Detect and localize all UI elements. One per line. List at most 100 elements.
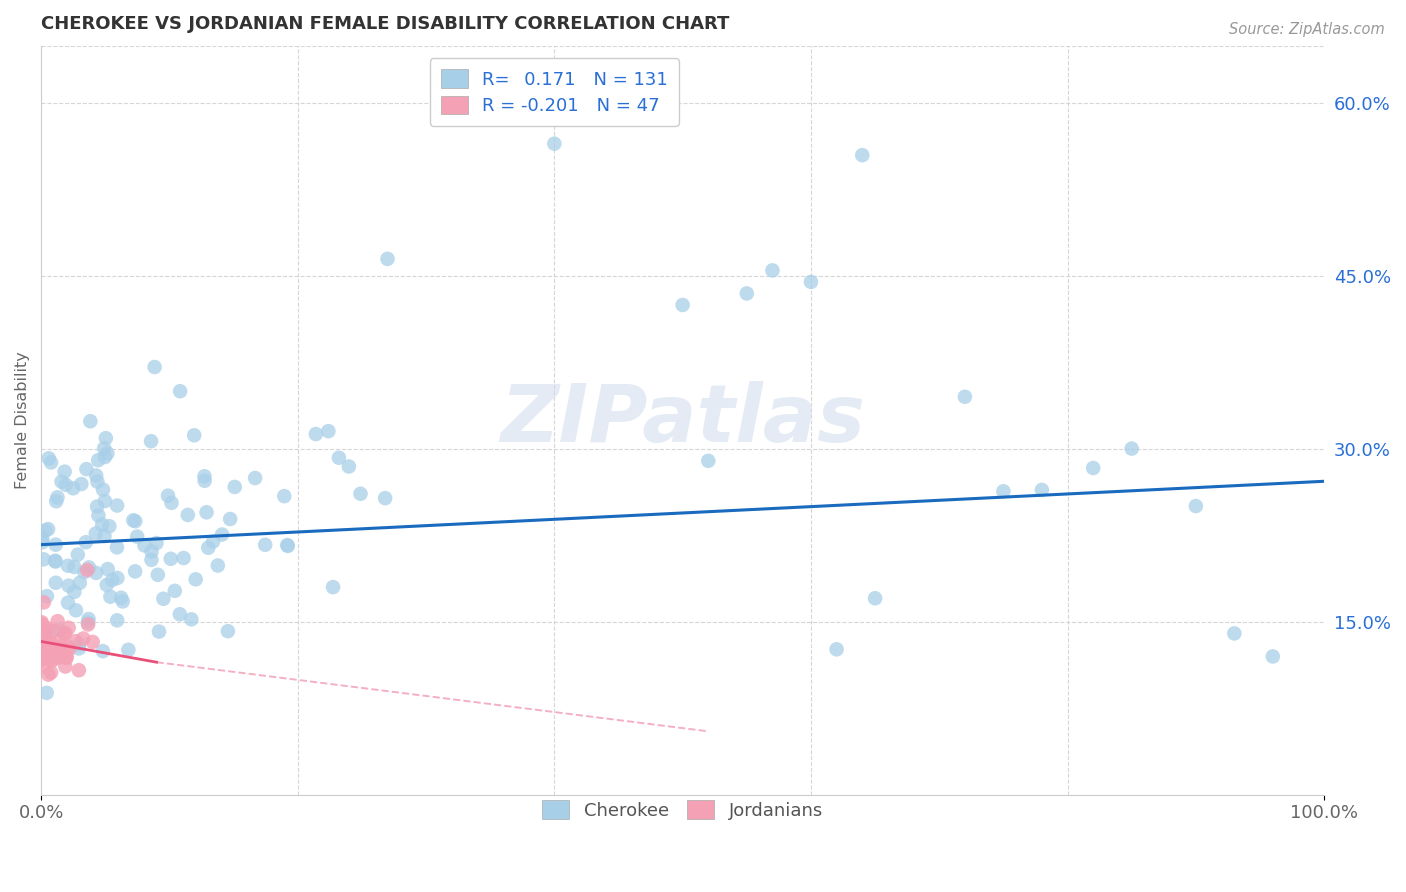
Point	[148, 624, 170, 639]
Point	[93, 442, 115, 456]
Point	[1185, 499, 1208, 513]
Point	[76, 563, 98, 577]
Point	[94, 431, 117, 445]
Point	[58, 621, 80, 635]
Point	[77, 617, 100, 632]
Point	[31, 531, 53, 545]
Text: ZIPatlas: ZIPatlas	[501, 381, 865, 459]
Point	[32, 595, 55, 609]
Point	[122, 513, 145, 527]
Point	[87, 508, 110, 523]
Point	[37, 522, 59, 536]
Point	[34, 632, 56, 647]
Point	[53, 626, 76, 640]
Point	[32, 552, 55, 566]
Point	[72, 632, 94, 646]
Point	[825, 642, 848, 657]
Point	[34, 643, 56, 657]
Point	[63, 585, 86, 599]
Point	[31, 616, 53, 631]
Point	[672, 298, 695, 312]
Point	[851, 148, 873, 162]
Point	[56, 558, 79, 573]
Point	[735, 286, 758, 301]
Point	[1121, 442, 1143, 456]
Point	[207, 558, 229, 573]
Point	[86, 475, 108, 489]
Point	[77, 612, 100, 626]
Point	[156, 489, 179, 503]
Point	[51, 647, 73, 661]
Point	[87, 453, 110, 467]
Point	[1031, 483, 1053, 497]
Point	[224, 480, 246, 494]
Point	[41, 645, 63, 659]
Point	[117, 642, 139, 657]
Point	[160, 496, 183, 510]
Point	[100, 590, 122, 604]
Point	[48, 623, 70, 637]
Point	[42, 624, 65, 638]
Point	[35, 637, 58, 651]
Point	[53, 465, 76, 479]
Point	[77, 560, 100, 574]
Point	[67, 641, 90, 656]
Point	[34, 638, 56, 652]
Point	[39, 665, 62, 680]
Point	[48, 650, 70, 665]
Point	[75, 535, 97, 549]
Point	[146, 567, 169, 582]
Point	[75, 462, 97, 476]
Point	[197, 541, 219, 555]
Point	[124, 514, 146, 528]
Point	[91, 644, 114, 658]
Point	[76, 615, 98, 630]
Point	[67, 637, 90, 651]
Point	[163, 583, 186, 598]
Point	[32, 632, 55, 646]
Point	[41, 652, 63, 666]
Point	[273, 489, 295, 503]
Point	[62, 481, 84, 495]
Point	[337, 459, 360, 474]
Point	[63, 560, 86, 574]
Point	[254, 538, 277, 552]
Point	[243, 471, 266, 485]
Point	[863, 591, 886, 606]
Point	[141, 553, 163, 567]
Point	[84, 526, 107, 541]
Point	[51, 475, 73, 489]
Point	[31, 653, 53, 667]
Point	[91, 517, 114, 532]
Point	[697, 454, 720, 468]
Point	[34, 524, 56, 538]
Point	[69, 575, 91, 590]
Point	[953, 390, 976, 404]
Point	[34, 631, 56, 645]
Point	[169, 384, 191, 399]
Point	[96, 446, 118, 460]
Point	[32, 640, 55, 655]
Point	[322, 580, 344, 594]
Point	[41, 636, 63, 650]
Point	[993, 484, 1015, 499]
Point	[349, 487, 371, 501]
Point	[101, 573, 124, 587]
Point	[37, 667, 59, 681]
Point	[34, 643, 56, 657]
Point	[48, 633, 70, 648]
Point	[761, 263, 783, 277]
Point	[31, 651, 53, 665]
Point	[105, 571, 128, 585]
Point	[55, 649, 77, 664]
Point	[139, 434, 162, 449]
Point	[41, 654, 63, 668]
Point	[56, 596, 79, 610]
Point	[305, 427, 328, 442]
Point	[91, 483, 114, 497]
Point	[51, 647, 73, 661]
Point	[44, 554, 66, 568]
Point	[31, 659, 53, 673]
Point	[73, 565, 96, 579]
Point	[97, 562, 120, 576]
